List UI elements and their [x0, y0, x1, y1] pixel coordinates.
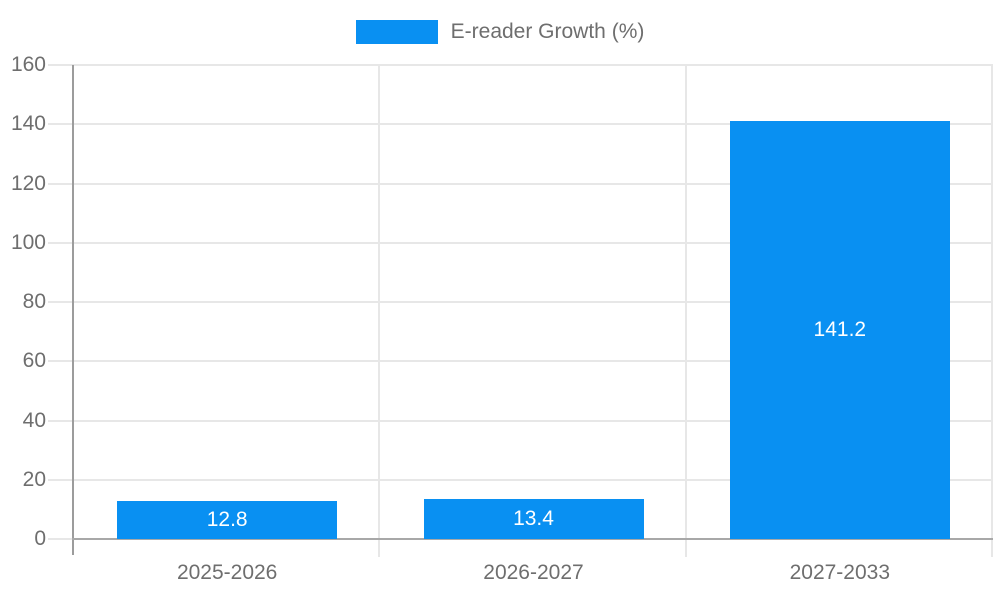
y-axis-tick-label: 40	[22, 408, 46, 432]
bar-value-label: 141.2	[813, 317, 867, 341]
y-axis-tick-label: 20	[22, 467, 46, 491]
x-axis-category-label: 2025-2026	[176, 561, 278, 584]
y-axis-tick-label: 80	[22, 290, 46, 313]
plot-area: 12.8 13.4 141.2	[48, 64, 993, 557]
y-gridline	[48, 64, 993, 66]
y-gridline	[48, 478, 993, 481]
bar-value-label: 13.4	[513, 507, 554, 531]
y-gridline	[48, 360, 993, 363]
category-separator	[378, 65, 381, 557]
bar-2026-2027[interactable]: 13.4	[423, 499, 644, 539]
x-axis-line	[72, 538, 993, 540]
bar-2025-2026[interactable]: 12.8	[117, 501, 338, 539]
x-axis-category-label: 2026-2027	[483, 561, 584, 584]
y-gridline	[48, 182, 993, 185]
y-axis-tick-label: 100	[10, 230, 46, 254]
legend-label: E-reader Growth (%)	[450, 20, 645, 43]
plot-right-border	[991, 65, 993, 557]
y-gridline	[48, 241, 993, 244]
y-axis-tick-label: 120	[10, 171, 46, 195]
y-gridline	[48, 123, 993, 126]
y-axis-tick-label: 140	[10, 112, 46, 136]
y-gridline	[48, 538, 74, 540]
bar-value-label: 12.8	[206, 508, 248, 532]
y-axis-line	[72, 65, 74, 555]
x-axis-category-label: 2027-2033	[789, 561, 891, 584]
legend-swatch-icon	[355, 20, 438, 44]
y-axis-tick-label: 60	[22, 349, 46, 373]
y-axis-tick-label: 0	[34, 527, 46, 550]
category-separator	[684, 65, 687, 557]
y-gridline	[48, 419, 993, 422]
y-axis-tick-label: 160	[10, 53, 46, 76]
chart-legend[interactable]: E-reader Growth (%)	[0, 16, 1000, 48]
bar-2027-2033[interactable]: 141.2	[729, 120, 950, 539]
y-gridline	[48, 301, 993, 303]
